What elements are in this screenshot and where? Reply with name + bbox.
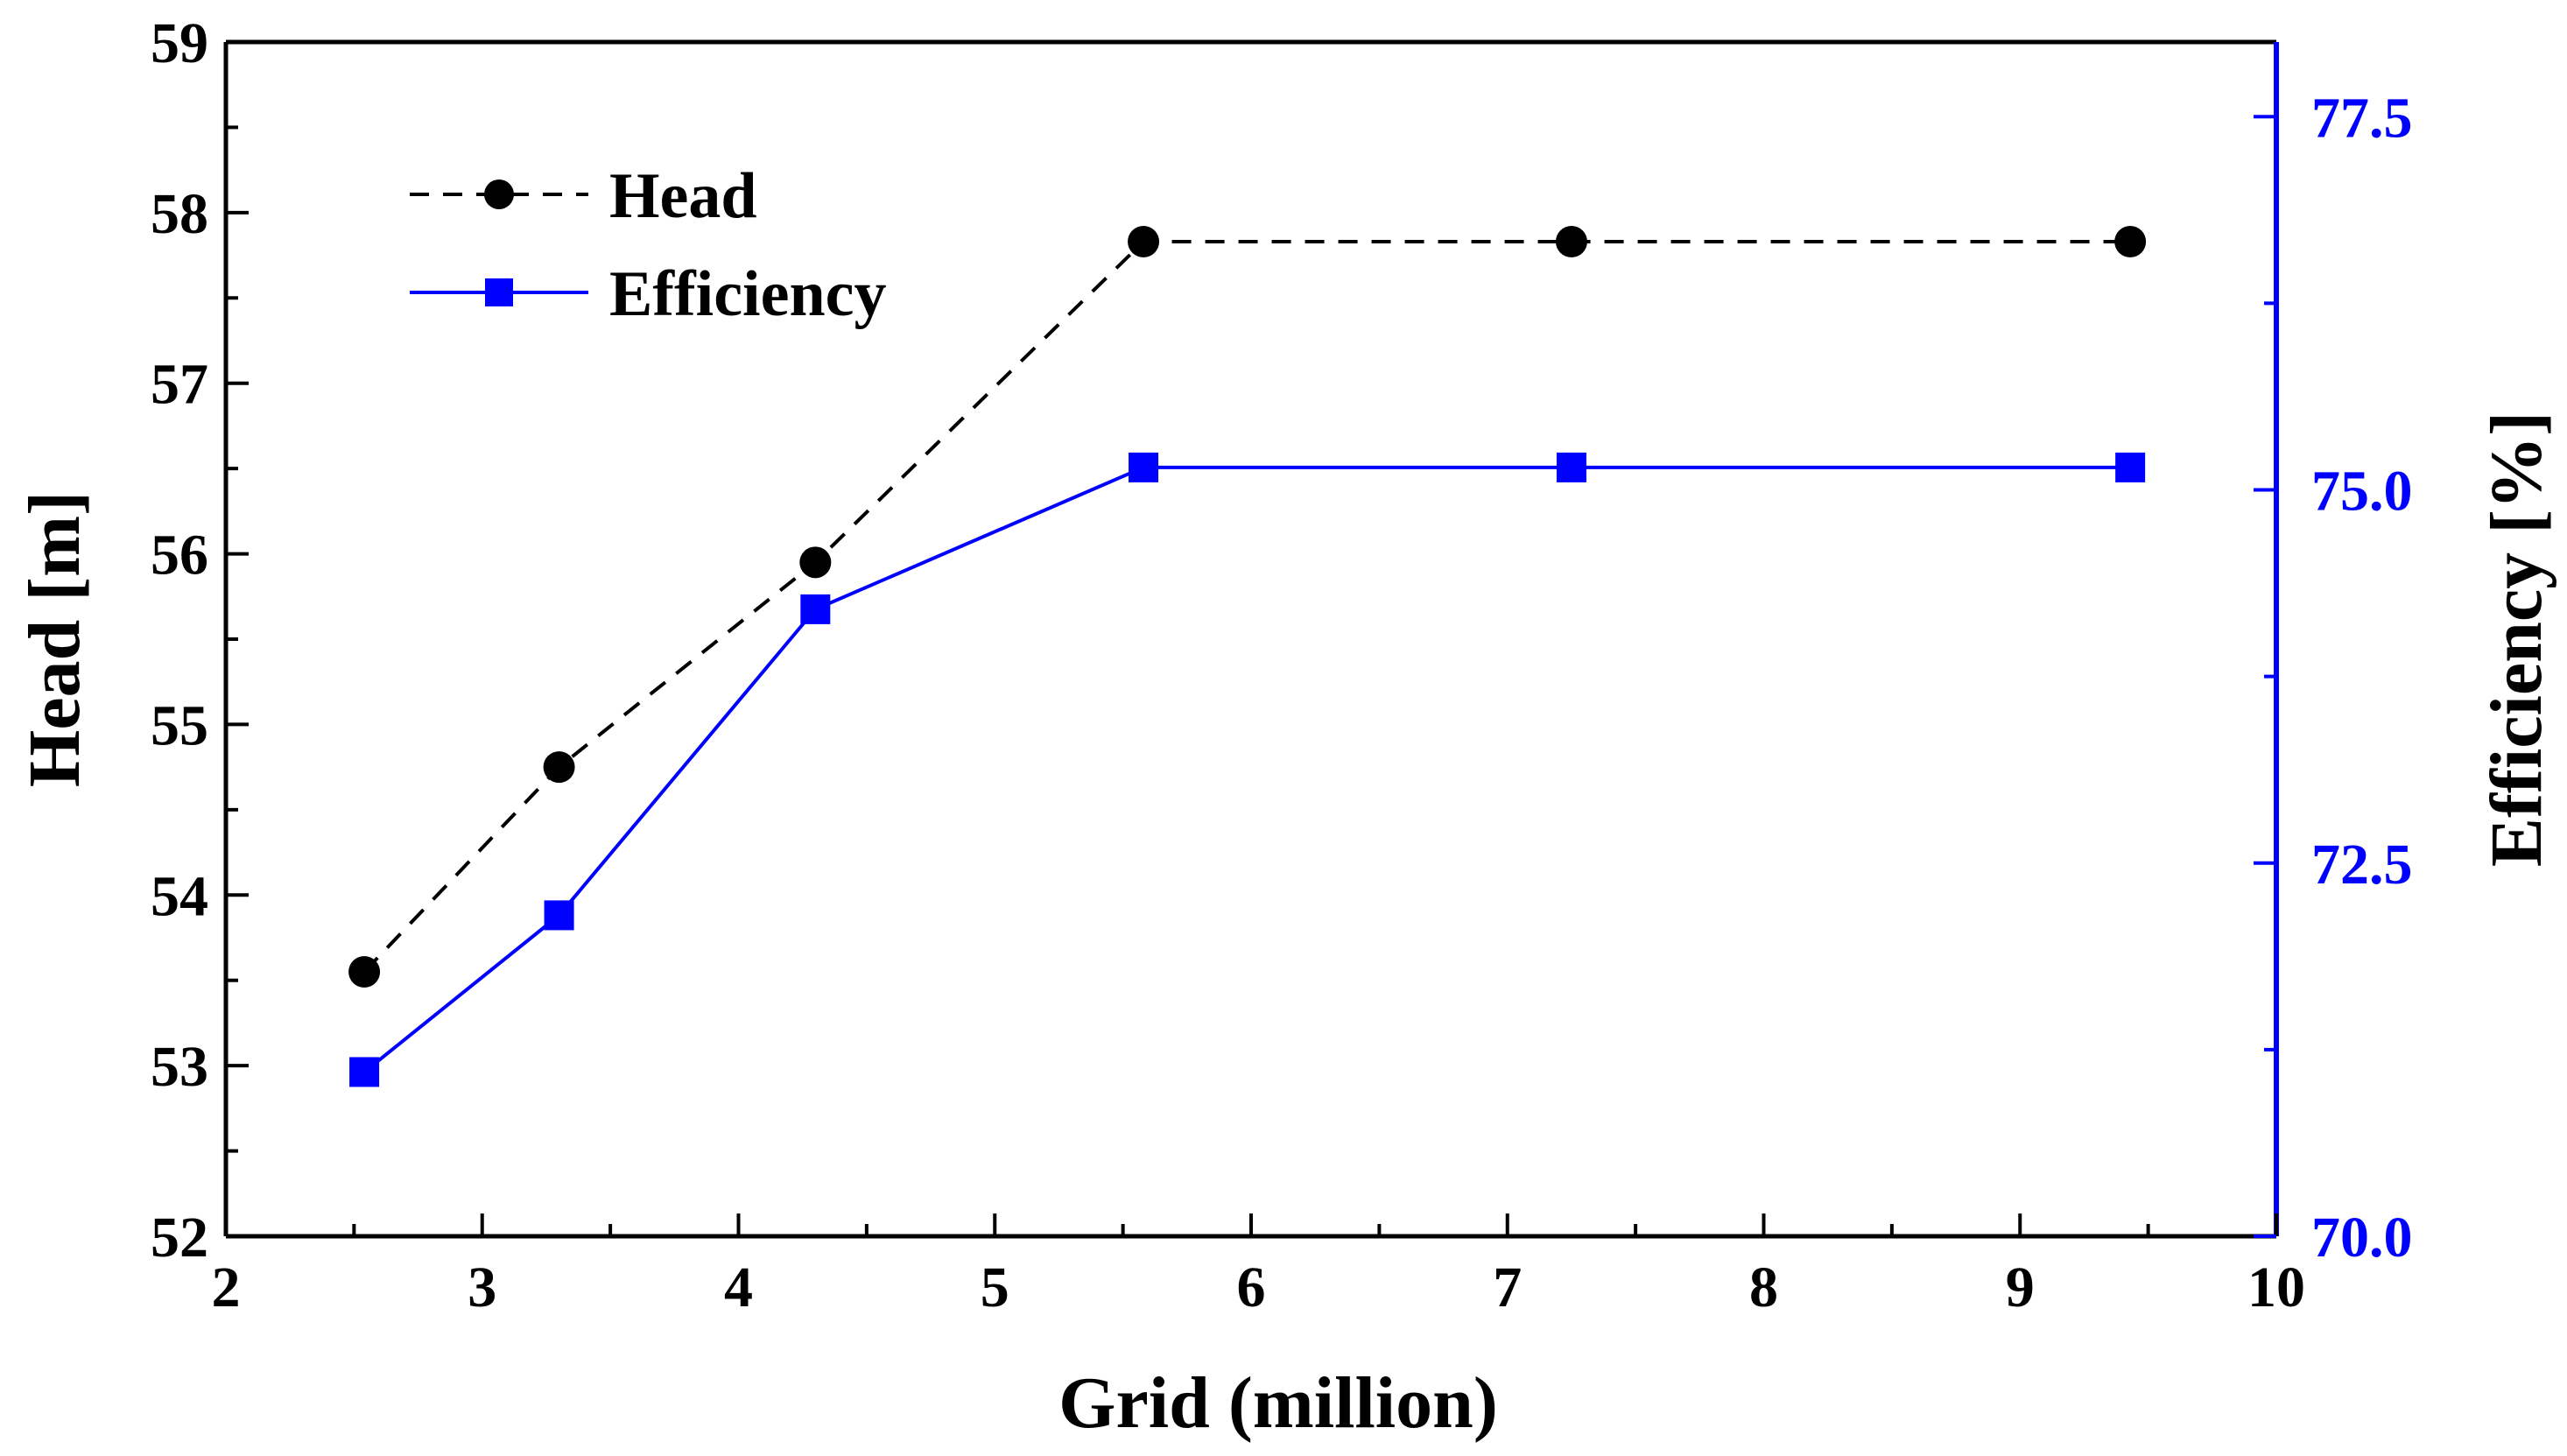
efficiency-data-point <box>1556 452 1586 482</box>
x-tick-label: 4 <box>724 1256 753 1319</box>
x-tick-label: 10 <box>2247 1256 2305 1319</box>
y-tick-label: 56 <box>151 524 208 587</box>
head-data-point <box>543 751 575 784</box>
head-data-point <box>1128 225 1160 257</box>
y-tick-label: 53 <box>151 1035 208 1099</box>
efficiency-data-point <box>349 1057 380 1087</box>
efficiency-data-point <box>1129 452 1159 482</box>
efficiency-series-line <box>362 465 2131 1074</box>
y-right-tick-label: 75.0 <box>2311 460 2413 524</box>
efficiency-data-point <box>800 594 831 624</box>
y-axis-title: Head [m] <box>14 491 95 787</box>
x-tick-label: 7 <box>1493 1256 1522 1319</box>
head-data-point <box>1555 225 1587 257</box>
head-data-point <box>2114 225 2147 257</box>
x-axis-ticks: 2 3 4 5 6 7 8 9 10 <box>212 1213 2305 1319</box>
y-tick-label: 58 <box>151 182 208 246</box>
legend-efficiency-marker <box>485 278 513 306</box>
legend-efficiency-label: Efficiency <box>609 258 886 330</box>
y-tick-label: 57 <box>151 353 208 417</box>
x-tick-label: 6 <box>1237 1256 1266 1319</box>
y-tick-label: 52 <box>151 1206 208 1270</box>
legend: Head Efficiency <box>410 160 886 330</box>
head-series-line <box>362 239 2131 974</box>
y-right-axis-title: Efficiency [%] <box>2476 411 2557 867</box>
x-tick-label: 8 <box>1749 1256 1778 1319</box>
x-axis-title: Grid (million) <box>1058 1362 1498 1444</box>
y-tick-label: 59 <box>151 11 208 75</box>
y-right-tick-label: 70.0 <box>2311 1206 2413 1270</box>
y-axis-ticks: 52 53 54 55 56 57 58 59 <box>151 11 249 1270</box>
legend-head-marker <box>484 179 514 209</box>
efficiency-data-point <box>544 900 574 931</box>
head-data-point <box>799 546 832 579</box>
head-data-point <box>348 955 381 988</box>
y-tick-label: 54 <box>151 864 208 928</box>
series-layer <box>348 225 2147 1087</box>
x-tick-label: 9 <box>2006 1256 2035 1319</box>
legend-head-label: Head <box>609 160 757 232</box>
y-right-tick-label: 77.5 <box>2311 86 2413 150</box>
x-tick-label: 2 <box>212 1256 241 1319</box>
y-right-tick-label: 72.5 <box>2311 833 2413 897</box>
x-tick-label: 3 <box>468 1256 496 1319</box>
x-tick-label: 5 <box>981 1256 1009 1319</box>
y-tick-label: 55 <box>151 693 208 757</box>
y-right-axis-ticks: 70.0 72.5 75.0 77.5 <box>2254 86 2413 1270</box>
efficiency-data-point <box>2115 452 2146 482</box>
